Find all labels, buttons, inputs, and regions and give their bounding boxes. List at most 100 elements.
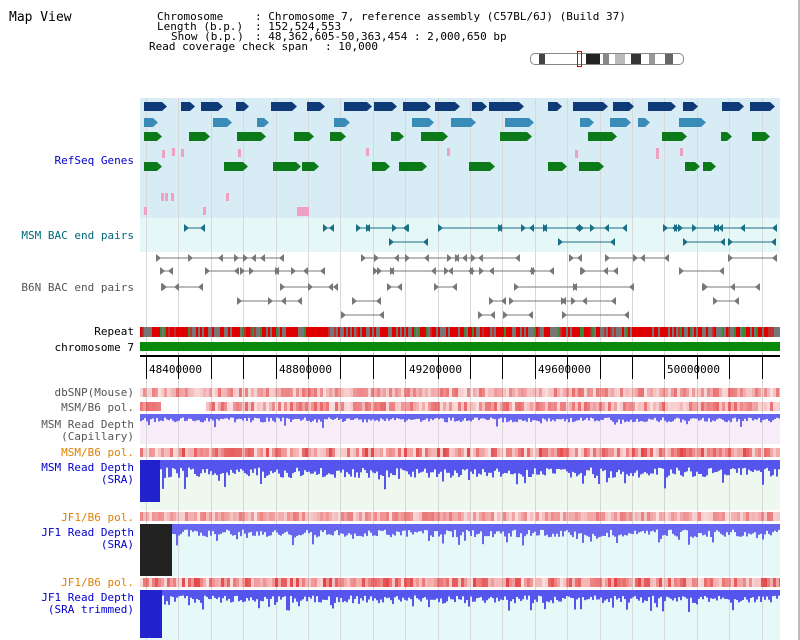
heat-cell (581, 448, 584, 457)
depth-bar (662, 460, 664, 469)
depth-bar (452, 590, 454, 600)
heat-cell (614, 512, 617, 521)
depth-bar (672, 590, 674, 601)
bac-end (569, 254, 574, 262)
heat-cell (161, 448, 164, 457)
bac-end (558, 238, 563, 246)
heat-cell (707, 448, 710, 457)
heat-cell (422, 402, 425, 411)
repeat-segment (622, 327, 624, 337)
depth-bar (282, 524, 284, 534)
heat-cell (308, 402, 311, 411)
depth-bar (328, 460, 330, 474)
repeat-segment (732, 327, 734, 337)
heat-cell (482, 578, 485, 587)
depth-bar (734, 414, 736, 418)
depth-bar (610, 460, 612, 472)
depth-bar (336, 414, 338, 418)
heat-cell (434, 578, 437, 587)
heat-cell (584, 512, 587, 521)
refseq-genes-track[interactable] (140, 98, 780, 218)
gene-block (144, 118, 153, 127)
depth-bar (232, 590, 234, 602)
depth-bar (700, 524, 702, 534)
heat-cell (458, 512, 461, 521)
heat-cell (188, 512, 191, 521)
heat-cell (302, 388, 305, 397)
gene-arrow (296, 162, 301, 171)
depth-bar (704, 414, 706, 422)
heat-cell (650, 448, 653, 457)
ideogram-position-marker[interactable] (577, 51, 582, 67)
depth-bar (698, 414, 700, 421)
heat-cell (359, 448, 362, 457)
repeat-segment (288, 327, 290, 337)
gene-block (548, 102, 557, 111)
repeat-segment (208, 327, 210, 337)
depth-bar (746, 524, 748, 537)
heat-cell (179, 388, 182, 397)
heat-cell (539, 512, 542, 521)
depth-bar (614, 590, 616, 596)
heat-cell (668, 402, 671, 411)
depth-bar (660, 460, 662, 469)
depth-bar (604, 590, 606, 601)
heat-cell (623, 402, 626, 411)
heat-cell (422, 448, 425, 457)
heat-cell (248, 402, 251, 411)
depth-bar (294, 414, 296, 420)
depth-bar (334, 414, 336, 420)
depth-bar (274, 460, 276, 472)
heat-cell (308, 448, 311, 457)
repeat-track[interactable] (140, 327, 780, 337)
heat-cell (752, 512, 755, 521)
heat-cell (167, 448, 170, 457)
chromosome-ideogram[interactable] (530, 53, 684, 65)
depth-bar (362, 524, 364, 537)
repeat-segment (272, 327, 274, 337)
heat-cell (140, 512, 143, 521)
heat-cell (599, 512, 602, 521)
chromosome-bar[interactable] (140, 342, 780, 351)
repeat-segment (200, 327, 202, 337)
heat-cell (428, 388, 431, 397)
bac-end (728, 254, 733, 262)
heat-cell (386, 448, 389, 457)
depth-bar (166, 460, 168, 468)
heat-cell (482, 402, 485, 411)
heat-cell (365, 512, 368, 521)
depth-bar (320, 590, 322, 603)
depth-bar (280, 414, 282, 422)
depth-bar (160, 414, 162, 421)
heat-cell (215, 388, 218, 397)
repeat-segment (148, 327, 150, 337)
depth-bar (478, 414, 480, 421)
depth-bar (682, 460, 684, 477)
gene-arrow (227, 118, 232, 127)
bac-end-pairs-tracks[interactable] (140, 218, 780, 320)
depth-bar (592, 590, 594, 600)
depth-bar (652, 460, 654, 474)
depth-bar (244, 414, 246, 419)
repeat-segment (562, 327, 564, 337)
depth-bar (672, 414, 674, 422)
depth-bar (600, 590, 602, 598)
heat-cell (296, 512, 299, 521)
repeat-segment (472, 327, 474, 337)
heat-cell (605, 402, 608, 411)
depth-bar (672, 460, 674, 474)
depth-bar (682, 524, 684, 531)
heat-cell (317, 512, 320, 521)
repeat-segment (452, 327, 454, 337)
heat-cell (497, 388, 500, 397)
bac-end (515, 254, 520, 262)
heat-cell (332, 388, 335, 397)
repeat-segment (396, 327, 398, 337)
bac-end (582, 297, 587, 305)
depth-bar (718, 590, 720, 596)
gene-block (505, 118, 529, 127)
heat-cell (155, 402, 158, 411)
heat-cell (305, 388, 308, 397)
heat-cell (719, 402, 722, 411)
coverage-tracks[interactable] (140, 386, 780, 640)
